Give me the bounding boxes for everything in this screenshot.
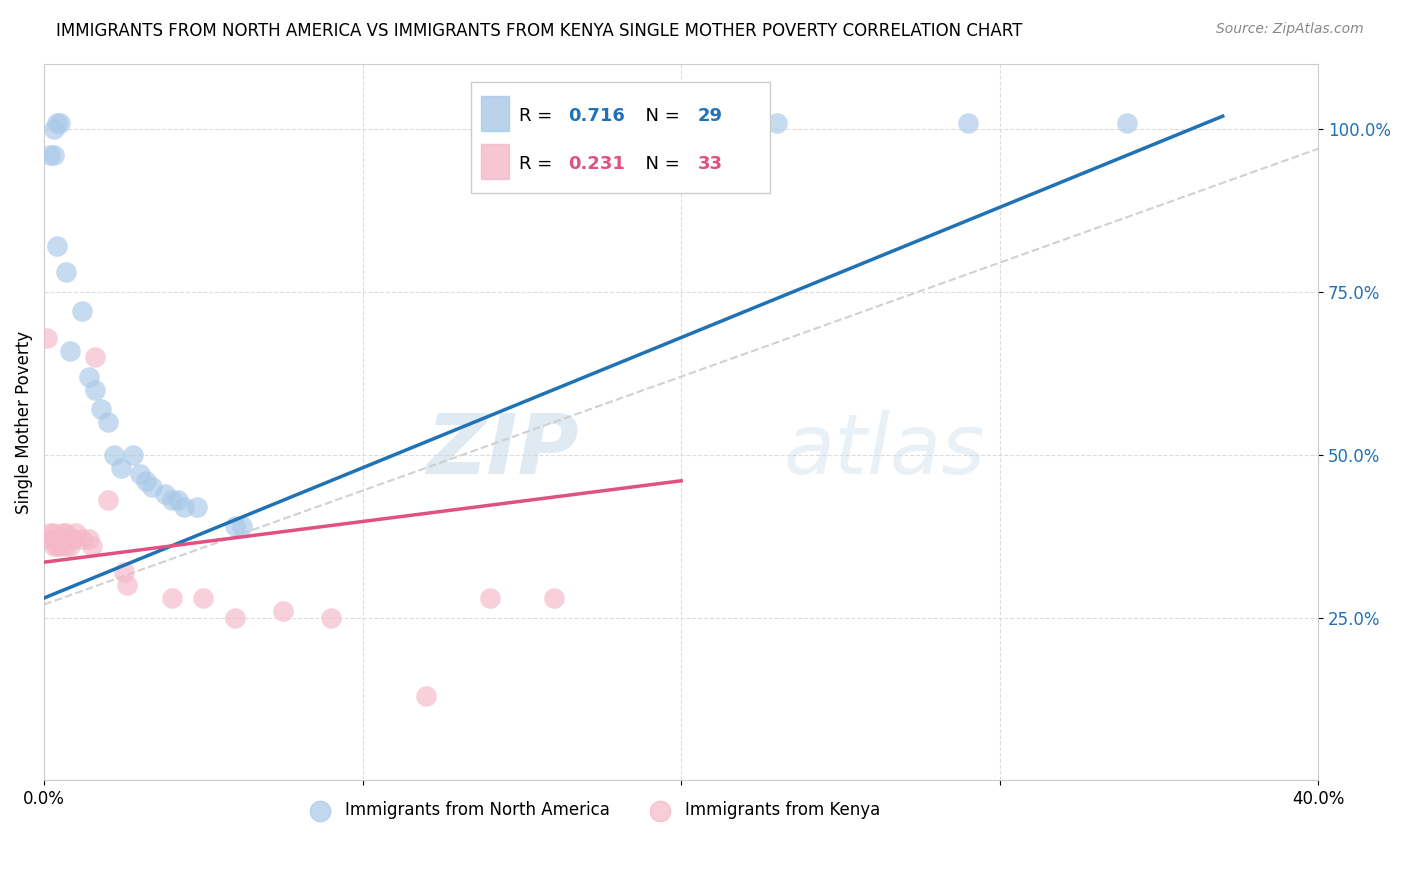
Point (62, 533, 84, 547)
Point (224, 610, 246, 624)
Point (122, 448, 145, 462)
Point (224, 519, 246, 533)
Point (45, 239, 67, 253)
Point (115, 578, 138, 592)
Point (97, 415, 120, 429)
Point (39, 533, 62, 547)
Text: atlas: atlas (783, 410, 984, 491)
Point (45, 539, 67, 553)
Point (1116, 116, 1139, 130)
Point (271, 604, 294, 618)
Point (90, 402, 112, 417)
Point (84, 350, 107, 364)
Point (77, 533, 100, 547)
Point (52, 525, 75, 540)
Text: 33: 33 (697, 155, 723, 173)
Point (765, 116, 787, 130)
Point (45, 116, 67, 130)
Point (173, 500, 195, 514)
Point (58, 533, 80, 547)
Point (42, 533, 65, 547)
Legend: Immigrants from North America, Immigrants from Kenya: Immigrants from North America, Immigrant… (297, 795, 887, 826)
Point (42, 122, 65, 136)
Point (49, 116, 72, 130)
Point (110, 460, 132, 475)
Point (543, 591, 565, 605)
Point (42, 525, 65, 540)
Text: N =: N = (634, 107, 686, 126)
Point (39, 525, 62, 540)
Point (141, 480, 163, 494)
Point (58, 539, 80, 553)
Point (128, 467, 150, 482)
Text: R =: R = (519, 155, 558, 173)
Point (72, 533, 94, 547)
Point (153, 487, 176, 501)
Bar (481, 145, 509, 178)
Point (103, 448, 125, 462)
Point (49, 533, 72, 547)
Point (65, 525, 87, 540)
Point (58, 343, 80, 358)
Point (42, 148, 65, 162)
Text: Source: ZipAtlas.com: Source: ZipAtlas.com (1216, 22, 1364, 37)
Text: 29: 29 (697, 107, 723, 126)
Point (84, 383, 107, 397)
Point (55, 265, 77, 279)
Point (479, 591, 502, 605)
Point (55, 525, 77, 540)
Text: R =: R = (519, 107, 558, 126)
Text: 0.231: 0.231 (568, 155, 624, 173)
Point (77, 369, 100, 384)
Point (167, 493, 190, 508)
Point (415, 689, 437, 703)
Point (160, 493, 183, 508)
Text: IMMIGRANTS FROM NORTH AMERICA VS IMMIGRANTS FROM KENYA SINGLE MOTHER POVERTY COR: IMMIGRANTS FROM NORTH AMERICA VS IMMIGRA… (56, 22, 1022, 40)
Point (97, 493, 120, 508)
Bar (481, 96, 509, 130)
Point (72, 304, 94, 318)
Point (55, 539, 77, 553)
Point (193, 591, 215, 605)
Point (186, 500, 208, 514)
FancyBboxPatch shape (471, 82, 770, 193)
Text: N =: N = (634, 155, 686, 173)
Point (956, 116, 979, 130)
Point (39, 148, 62, 162)
Text: 0.716: 0.716 (568, 107, 624, 126)
Y-axis label: Single Mother Poverty: Single Mother Poverty (15, 331, 32, 514)
Point (80, 539, 103, 553)
Point (319, 610, 342, 624)
Point (37, 330, 59, 344)
Point (52, 533, 75, 547)
Point (45, 533, 67, 547)
Point (112, 565, 135, 579)
Point (135, 474, 157, 488)
Text: ZIP: ZIP (426, 410, 579, 491)
Point (231, 519, 253, 533)
Point (49, 539, 72, 553)
Point (42, 539, 65, 553)
Point (160, 591, 183, 605)
